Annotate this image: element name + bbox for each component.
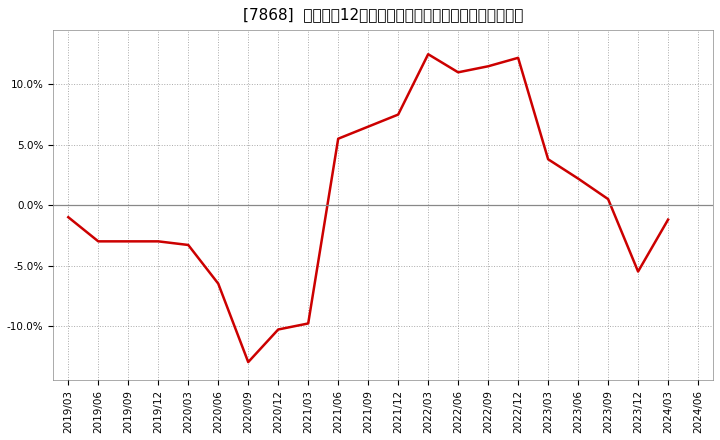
Title: [7868]  売上高の12か月移動合計の対前年同期増減率の推移: [7868] 売上高の12か月移動合計の対前年同期増減率の推移: [243, 7, 523, 22]
